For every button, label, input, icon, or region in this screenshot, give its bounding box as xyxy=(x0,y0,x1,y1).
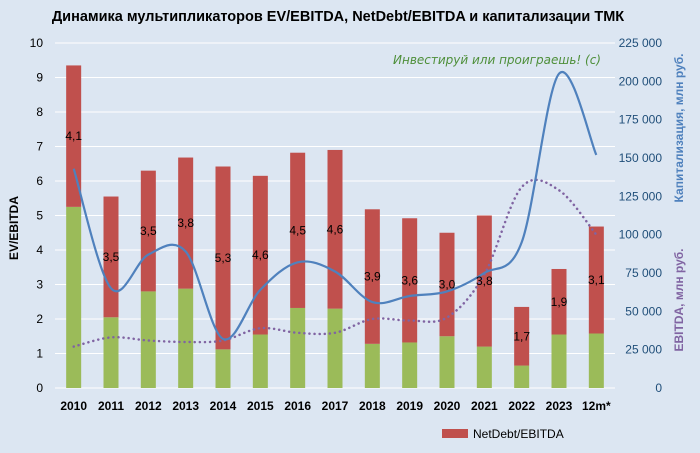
data-labels-group: 4,1 3,5 3,5 3,8 5,3 4,6 4,5 4,6 3,9 3,6 3,0 3,8 1,7 1… xyxy=(65,129,605,343)
y3-axis-label: EBITDA, млн руб. xyxy=(672,248,686,351)
ev-ebitda-bar xyxy=(402,342,418,388)
y-tick-label: 4 xyxy=(36,243,43,257)
netdebt-ebitda-bar xyxy=(439,232,455,337)
x-tick-label: 2018 xyxy=(359,399,386,413)
ev-ebitda-bar xyxy=(103,317,119,388)
netdebt-data-label: 4,6 xyxy=(252,248,269,262)
capitalization-line xyxy=(72,70,598,341)
netdebt-data-label: 1,9 xyxy=(551,295,568,309)
y2-tick-label: 75 000 xyxy=(625,266,662,280)
netdebt-data-label: 3,8 xyxy=(476,274,493,288)
netdebt-ebitda-bar xyxy=(140,170,156,292)
y2-tick-label: 100 000 xyxy=(619,228,663,242)
netdebt-data-label: 1,7 xyxy=(513,329,530,343)
ev-ebitda-bar xyxy=(476,346,492,388)
ev-ebitda-bar xyxy=(252,334,268,388)
netdebt-ebitda-bar xyxy=(588,226,604,334)
y2-tick-label: 175 000 xyxy=(619,113,663,127)
x-tick-label: 2013 xyxy=(172,399,199,413)
y-tick-label: 10 xyxy=(30,36,44,50)
netdebt-ebitda-bar xyxy=(476,215,492,347)
ev-ebitda-bar xyxy=(439,336,455,388)
y-tick-label: 5 xyxy=(36,209,43,223)
x-tick-label: 2015 xyxy=(247,399,274,413)
ev-ebitda-bar xyxy=(290,307,306,388)
ticks-group: 0 1 2 3 4 5 6 7 8 9 10 0 25 000 50 000 75 000 100 000 12… xyxy=(30,36,663,413)
y2-tick-label: 200 000 xyxy=(619,74,663,88)
netdebt-data-label: 4,6 xyxy=(327,222,344,236)
y-tick-label: 6 xyxy=(36,174,43,188)
ev-ebitda-bar xyxy=(215,349,231,388)
ev-ebitda-bar xyxy=(66,206,82,388)
netdebt-ebitda-bar xyxy=(514,306,530,366)
legend-label: NetDebt/EBITDA xyxy=(473,427,564,441)
x-tick-label: 2020 xyxy=(434,399,461,413)
x-tick-label: 2014 xyxy=(210,399,237,413)
y2-tick-label: 125 000 xyxy=(619,189,663,203)
netdebt-data-label: 4,1 xyxy=(65,129,82,143)
x-tick-label: 2012 xyxy=(135,399,162,413)
y-tick-label: 1 xyxy=(36,347,43,361)
x-tick-label: 2021 xyxy=(471,399,498,413)
y2-tick-label: 25 000 xyxy=(625,343,662,357)
netdebt-ebitda-bar xyxy=(402,218,418,343)
netdebt-data-label: 3,8 xyxy=(177,216,194,230)
netdebt-data-label: 4,5 xyxy=(289,223,306,237)
y-tick-label: 9 xyxy=(36,71,43,85)
x-tick-label: 2011 xyxy=(98,399,124,413)
x-tick-label: 2019 xyxy=(396,399,423,413)
x-tick-label: 2023 xyxy=(546,399,573,413)
y2-tick-label: 150 000 xyxy=(619,151,663,165)
netdebt-data-label: 3,6 xyxy=(401,273,418,287)
netdebt-ebitda-bar xyxy=(290,152,306,308)
bars-group xyxy=(66,65,604,388)
ev-ebitda-bar xyxy=(178,288,194,388)
netdebt-ebitda-bar xyxy=(364,209,380,344)
y-axis-label: EV/EBITDA xyxy=(7,196,21,260)
netdebt-data-label: 3,0 xyxy=(439,278,456,292)
netdebt-data-label: 3,1 xyxy=(588,273,605,287)
ev-ebitda-bar xyxy=(551,334,567,388)
y-tick-label: 7 xyxy=(36,140,43,154)
annotation-text: Инвестируй или проиграешь! (с) xyxy=(393,53,601,67)
y-tick-label: 3 xyxy=(36,278,43,292)
y2-tick-label: 225 000 xyxy=(619,36,663,50)
x-tick-label: 2010 xyxy=(60,399,87,413)
netdebt-data-label: 3,9 xyxy=(364,270,381,284)
x-tick-label: 2016 xyxy=(284,399,311,413)
chart-title: Динамика мультипликаторов EV/EBITDA, Net… xyxy=(52,9,624,25)
y-tick-label: 2 xyxy=(36,312,43,326)
legend: NetDebt/EBITDA xyxy=(442,427,564,441)
y-tick-label: 0 xyxy=(36,381,43,395)
y2-axis-label: Капитализация, млн руб. xyxy=(672,54,686,203)
ev-ebitda-bar xyxy=(364,343,380,388)
netdebt-data-label: 5,3 xyxy=(215,251,232,265)
legend-swatch xyxy=(442,429,468,438)
ev-ebitda-bar xyxy=(327,308,343,388)
x-tick-label: 2017 xyxy=(322,399,349,413)
netdebt-ebitda-bar xyxy=(551,268,567,335)
netdebt-ebitda-bar xyxy=(215,166,231,350)
x-tick-label: 2022 xyxy=(508,399,535,413)
netdebt-ebitda-bar xyxy=(103,196,119,318)
lines-group xyxy=(72,70,598,348)
ebitda-line xyxy=(72,178,598,348)
netdebt-data-label: 3,5 xyxy=(140,224,157,238)
netdebt-data-label: 3,5 xyxy=(103,250,120,264)
y2-tick-label: 50 000 xyxy=(625,304,662,318)
x-tick-label: 12m* xyxy=(582,399,611,413)
y2-tick-label: 0 xyxy=(655,381,662,395)
y-tick-label: 8 xyxy=(36,105,43,119)
ev-ebitda-bar xyxy=(514,365,530,388)
ev-ebitda-bar xyxy=(588,333,604,388)
netdebt-ebitda-bar xyxy=(66,65,82,207)
